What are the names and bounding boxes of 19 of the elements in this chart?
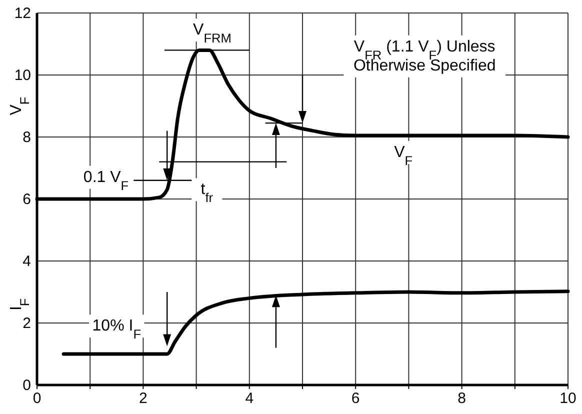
line-series — [62, 290, 570, 356]
annotation: 10% I$_{F}$ — [92, 318, 142, 342]
annotation: V$_{FRM}$ — [193, 22, 232, 46]
x-tick-label: 10 — [560, 390, 576, 407]
y-tick-label: 4 — [22, 253, 31, 270]
x-tick-label: 4 — [245, 390, 254, 407]
y-tick-label: 10 — [14, 67, 31, 84]
annotation: V$_{F}$ — [394, 144, 413, 168]
x-tick-label: 2 — [139, 390, 148, 407]
y-tick-label: 2 — [22, 315, 31, 332]
y-tick-label: 12 — [14, 5, 31, 22]
x-tick-label: 8 — [458, 390, 466, 407]
annotation: t$_{fr}$ — [200, 181, 214, 205]
y-tick-label: 0 — [22, 377, 31, 394]
y-tick-label: 8 — [22, 129, 31, 146]
annotation: V$_{FR}$ (1.1 V$_{F}$) Unless Otherwise Specified — [353, 38, 496, 74]
annotation: 0.1 V$_{F}$ — [83, 168, 129, 192]
y-tick-label: 6 — [22, 191, 31, 208]
x-tick-label: 6 — [351, 390, 360, 407]
